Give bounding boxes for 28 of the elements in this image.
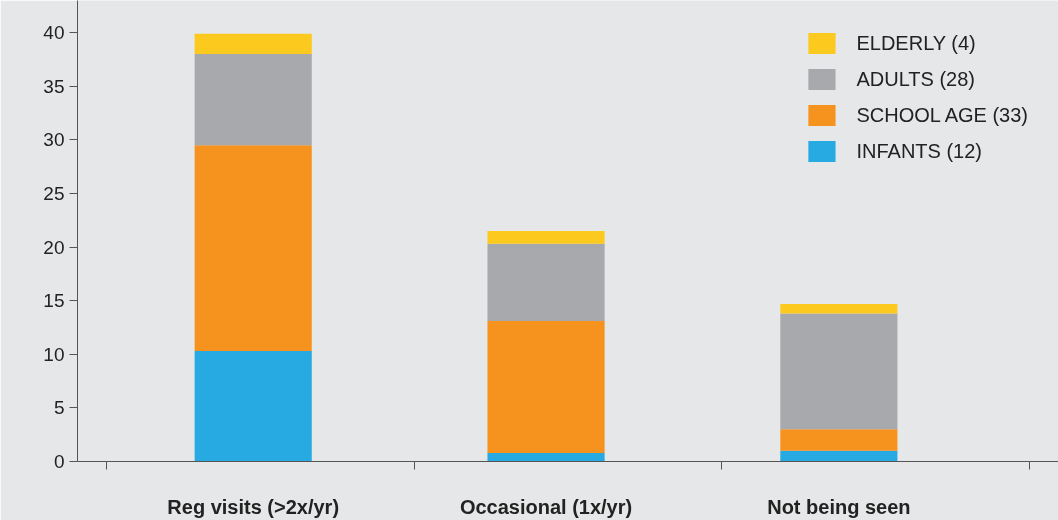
y-tick-label: 10 <box>43 343 65 365</box>
legend-label: SCHOOL AGE (33) <box>856 103 1028 127</box>
y-tick-label: 35 <box>43 75 65 97</box>
legend-label: INFANTS (12) <box>856 139 983 163</box>
legend-label: ELDERLY (4) <box>856 31 976 55</box>
bar <box>780 429 898 451</box>
y-tick-label: 0 <box>53 451 65 472</box>
legend-label: ADULTS (28) <box>856 67 975 91</box>
y-tick-label: 20 <box>43 236 65 258</box>
y-tick-label: 30 <box>43 129 65 151</box>
bar <box>780 303 898 314</box>
bar <box>780 313 898 430</box>
bar <box>487 321 605 453</box>
y-tick-label: 15 <box>43 290 65 312</box>
bar <box>194 54 312 146</box>
bar <box>487 452 605 462</box>
bar <box>194 33 312 55</box>
y-tick-label: 25 <box>43 182 65 204</box>
y-tick-label: 5 <box>53 397 65 419</box>
x-tick-label: Occasional (1x/yr) <box>459 495 633 518</box>
x-tick-label: Reg visits (>2x/yr) <box>167 495 340 518</box>
bar <box>487 243 605 322</box>
bar <box>194 351 312 462</box>
bar <box>487 231 605 244</box>
x-tick-label: Not being seen <box>767 495 911 518</box>
y-tick-label: 40 <box>43 22 65 44</box>
bar <box>780 450 898 462</box>
bar <box>194 145 312 352</box>
